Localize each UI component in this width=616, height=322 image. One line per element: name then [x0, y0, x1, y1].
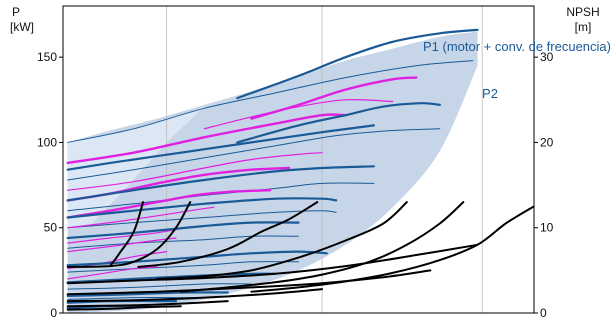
- left-axis-unit: [kW]: [10, 20, 34, 34]
- magenta-curve-7: [67, 206, 215, 229]
- npsh-curve-7: [66, 243, 479, 285]
- npsh-curve-2: [66, 201, 192, 268]
- left-tick-label: 150: [37, 50, 57, 64]
- left-axis-label: P: [12, 5, 20, 19]
- right-tick-label: 20: [540, 135, 554, 149]
- right-tick-label: 10: [540, 221, 554, 235]
- p1-curve-6: [66, 221, 300, 240]
- npsh-curve-6: [250, 205, 534, 293]
- plot-area: [66, 6, 534, 313]
- p2-curve-2: [67, 128, 441, 181]
- left-tick-label: 50: [44, 221, 58, 235]
- npsh-series-group: [66, 201, 534, 311]
- vertical-grid: [166, 6, 483, 313]
- right-tick-label: 0: [540, 306, 547, 320]
- annotation-p1: P1 (motor + conv. de frecuencia): [423, 39, 611, 54]
- right-tick-label: 30: [540, 50, 554, 64]
- p1-series-group: [66, 28, 479, 309]
- left-tick-label: 100: [37, 135, 57, 149]
- p2-curve-4: [67, 210, 337, 229]
- magenta-curve-2: [66, 113, 347, 165]
- p1-curve-5: [66, 197, 338, 219]
- p2-curve-1: [67, 60, 474, 143]
- npsh-curve-5: [179, 201, 465, 293]
- p1-curve-9: [66, 291, 229, 297]
- p1-curve-3: [66, 124, 375, 171]
- p1-curve-1: [236, 28, 479, 100]
- right-axis-unit: [m]: [575, 20, 592, 34]
- magenta-curve-11: [67, 266, 158, 280]
- npsh-curve-1: [109, 201, 145, 268]
- npsh-curve-4: [156, 201, 408, 280]
- magenta-curve-3: [203, 99, 394, 130]
- npsh-curve-9: [66, 288, 324, 303]
- p2-curve-5: [67, 235, 299, 249]
- p1-curve-7: [66, 250, 328, 267]
- magenta-curve-6: [66, 189, 272, 219]
- right-axis-label: NPSH: [566, 5, 599, 19]
- secondary-envelope-area: [67, 106, 205, 228]
- p2-curve-6: [67, 261, 299, 273]
- p1-curve-4: [66, 165, 375, 202]
- npsh-curve-11: [66, 305, 182, 311]
- p1-curve-2: [236, 102, 441, 144]
- magenta-curve-4: [67, 152, 323, 191]
- p2-series-group: [67, 60, 474, 300]
- left-tick-label: 0: [50, 306, 57, 320]
- npsh-curve-8: [66, 269, 432, 296]
- annotation-p2: P2: [482, 86, 498, 101]
- magenta-curve-9: [67, 237, 177, 253]
- npsh-curve-3: [137, 201, 319, 268]
- p2-curve-7: [67, 283, 252, 290]
- left-axis-ticks: 0 50 100 150: [37, 50, 63, 320]
- npsh-curve-10: [66, 300, 229, 308]
- plot-frame: [62, 5, 535, 314]
- right-axis-ticks: 0 10 20 30: [534, 50, 554, 320]
